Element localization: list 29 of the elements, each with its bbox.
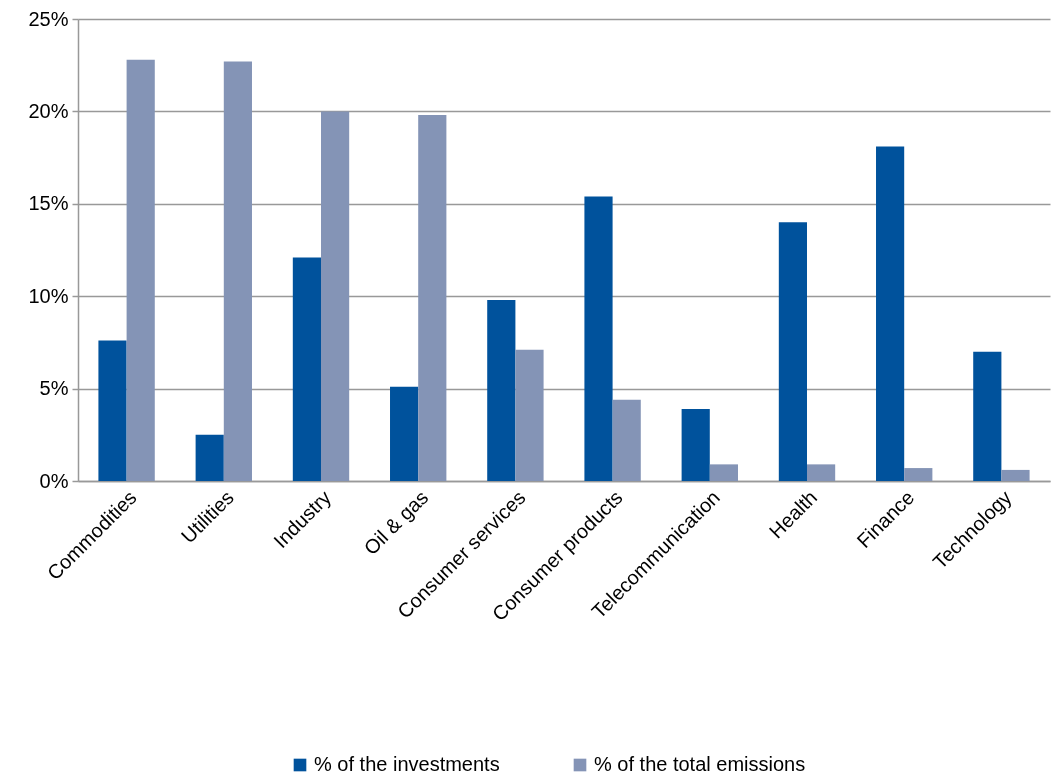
bar	[807, 464, 836, 481]
bar	[487, 299, 516, 481]
bar	[778, 222, 807, 481]
y-tick-label: 10%	[28, 284, 69, 307]
bar	[390, 386, 419, 481]
bar	[681, 408, 710, 481]
bar	[98, 340, 127, 481]
bar	[709, 464, 738, 481]
y-tick-label: 15%	[28, 192, 69, 215]
bar	[1001, 469, 1030, 481]
bar	[973, 351, 1002, 481]
y-tick-label: 25%	[28, 7, 69, 30]
legend-label: % of the total emissions	[594, 753, 806, 775]
bar	[876, 146, 905, 481]
bar	[515, 349, 544, 481]
y-tick-label: 20%	[28, 99, 69, 122]
bar	[321, 111, 350, 481]
bar	[195, 434, 224, 481]
legend-label: % of the investments	[314, 753, 500, 775]
bar	[223, 61, 252, 481]
bar	[292, 257, 321, 481]
bar	[904, 468, 933, 481]
bar	[418, 115, 447, 481]
y-tick-label: 0%	[39, 469, 69, 492]
bar	[126, 59, 155, 481]
y-tick-label: 5%	[39, 377, 69, 400]
bar	[584, 196, 613, 481]
x-tick-label: Oil & gas	[359, 486, 433, 560]
bar	[612, 399, 641, 481]
